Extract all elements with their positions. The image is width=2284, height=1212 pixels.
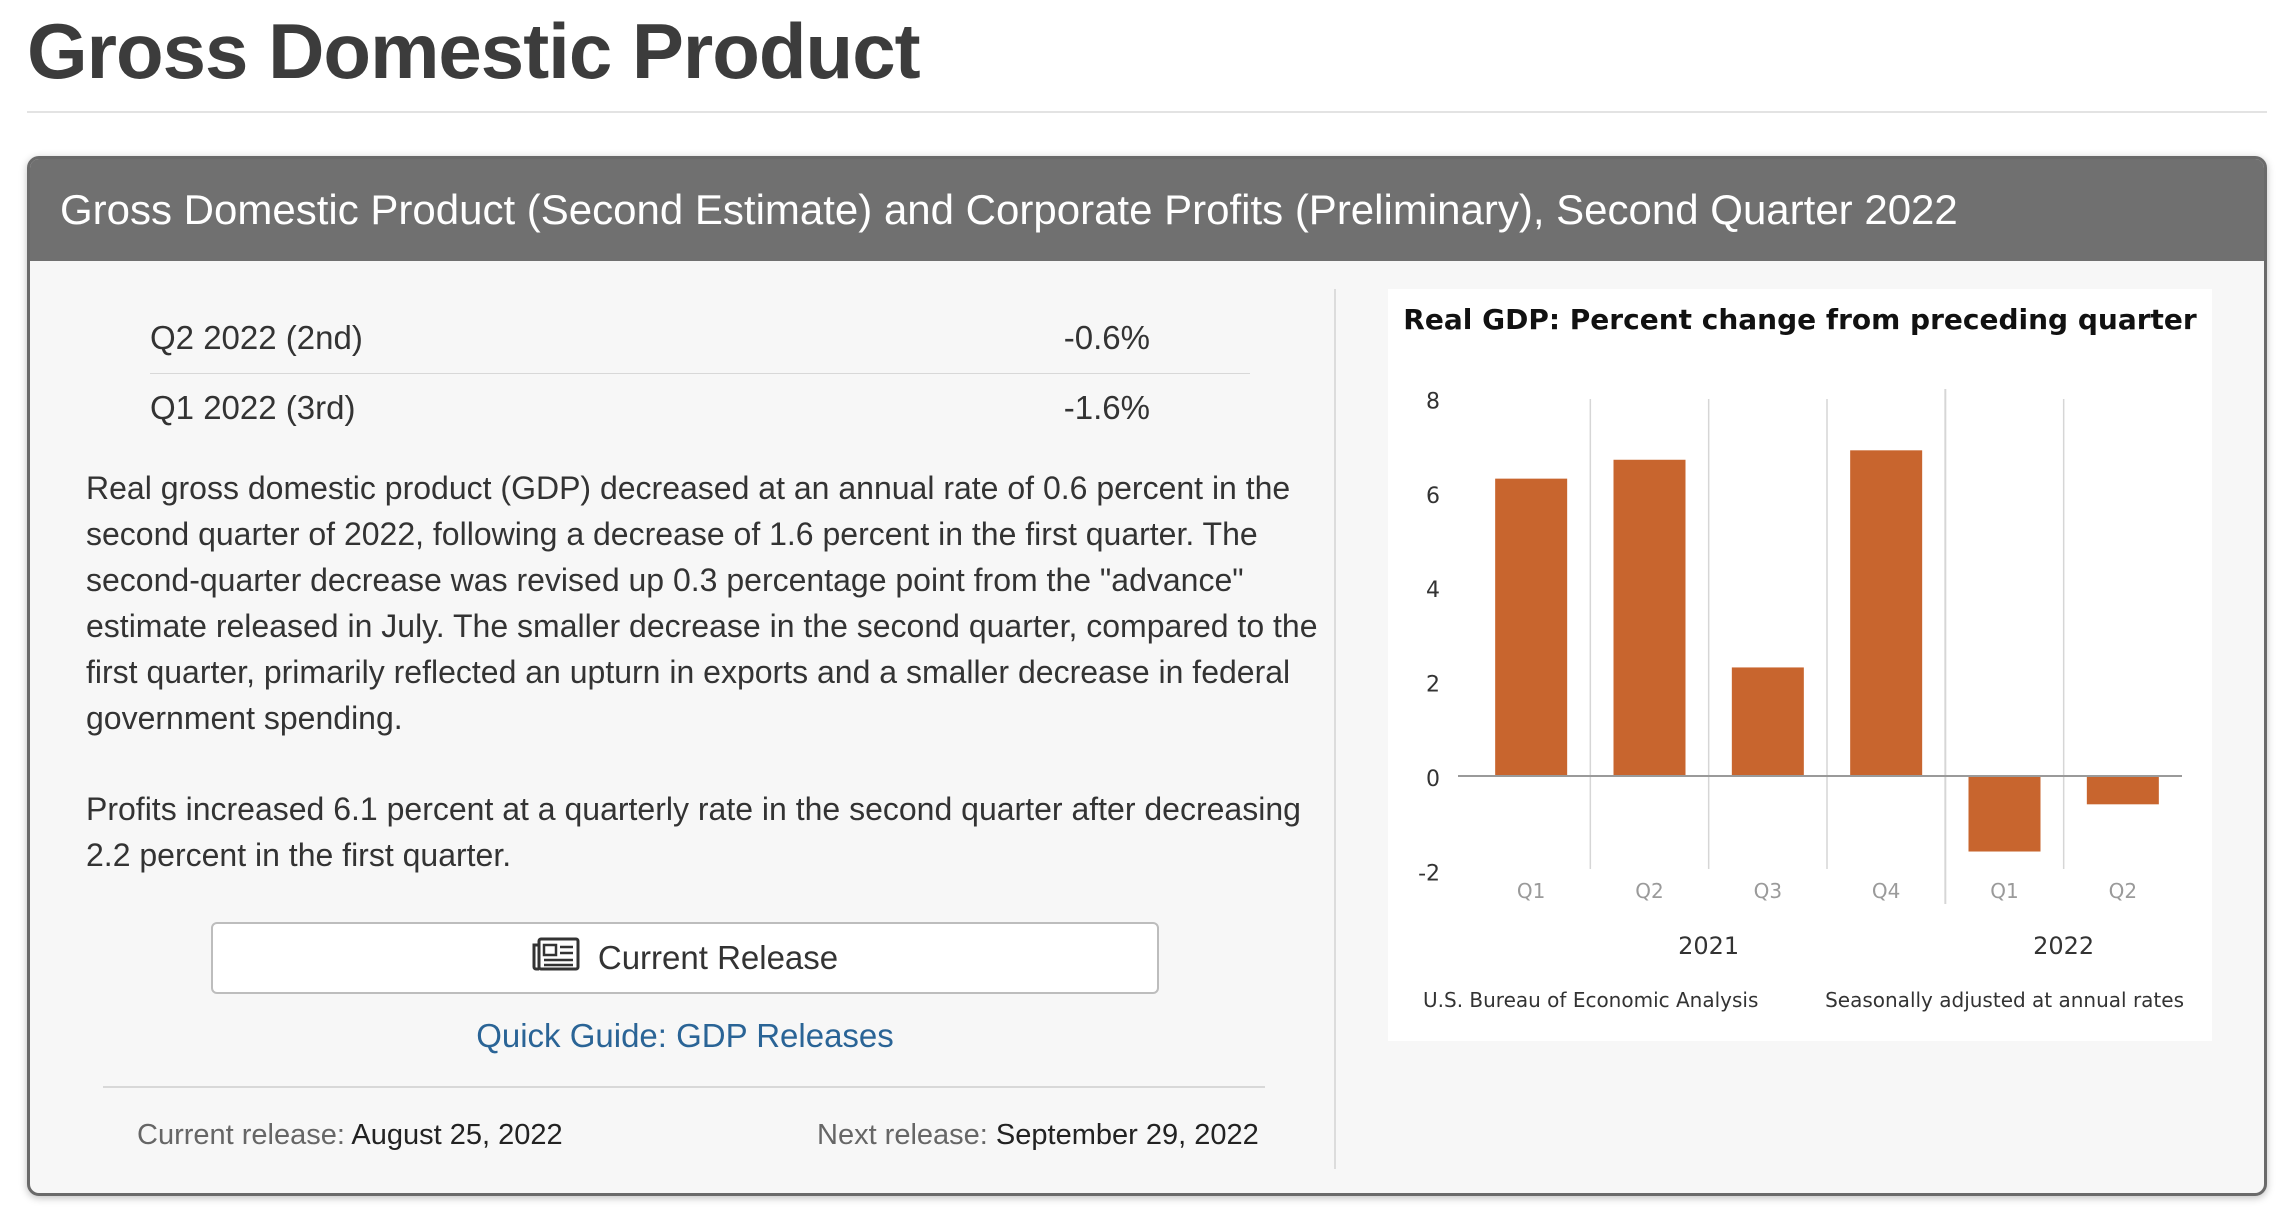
real-gdp-chart: Real GDP: Percent change from preceding … (1388, 289, 2212, 1041)
y-tick-label: 4 (1426, 578, 1440, 603)
chart-title: Real GDP: Percent change from preceding … (1403, 303, 2197, 336)
x-tick-label: Q2 (2109, 879, 2137, 903)
stat-value: -1.6% (1063, 389, 1150, 426)
bar (1495, 478, 1568, 776)
gdp-summary-text: Real gross domestic product (GDP) decrea… (86, 470, 1318, 736)
bar (1850, 450, 1923, 776)
x-tick-label: Q4 (1872, 879, 1900, 903)
y-tick-label: -2 (1418, 861, 1440, 886)
bar (2086, 776, 2159, 805)
y-tick-label: 8 (1426, 389, 1440, 414)
gdp-release-card: Gross Domestic Product (Second Estimate)… (27, 156, 2267, 1196)
group-label: 2022 (2033, 932, 2094, 960)
stat-label: Q1 2022 (3rd) (150, 389, 356, 426)
page-title: Gross Domestic Product (27, 7, 921, 95)
title-divider (27, 111, 2267, 113)
chart-source: U.S. Bureau of Economic Analysis (1423, 988, 1758, 1012)
current-release-caption: Current release: (137, 1119, 345, 1151)
profits-summary-text: Profits increased 6.1 percent at a quart… (86, 791, 1301, 873)
stat-row-q2-2022: Q2 2022 (2nd) -0.6% (150, 303, 1250, 374)
bar (1968, 776, 2041, 852)
release-divider (103, 1086, 1265, 1088)
stat-label: Q2 2022 (2nd) (150, 319, 363, 356)
chart-note: Seasonally adjusted at annual rates (1825, 988, 2184, 1012)
stat-value: -0.6% (1063, 319, 1150, 356)
next-release-caption: Next release: (817, 1119, 988, 1151)
bar (1613, 459, 1686, 776)
y-tick-label: 6 (1426, 484, 1440, 509)
bar (1731, 667, 1804, 776)
next-release-info: Next release: September 29, 2022 (817, 1119, 1259, 1152)
next-release-date: September 29, 2022 (995, 1119, 1259, 1151)
current-release-info: Current release: August 25, 2022 (137, 1119, 563, 1152)
current-release-label: Current Release (597, 939, 839, 976)
card-header: Gross Domestic Product (Second Estimate)… (30, 159, 2264, 261)
chart-svg: Real GDP: Percent change from preceding … (1403, 303, 2197, 1012)
current-release-button[interactable]: Current Release (211, 922, 1159, 994)
current-release-date: August 25, 2022 (351, 1119, 563, 1151)
column-divider (1334, 289, 1336, 1169)
x-tick-label: Q1 (1990, 879, 2018, 903)
newspaper-icon (532, 937, 580, 979)
x-tick-label: Q2 (1635, 879, 1663, 903)
x-tick-label: Q1 (1517, 879, 1545, 903)
x-tick-label: Q3 (1754, 879, 1782, 903)
group-label: 2021 (1678, 932, 1739, 960)
y-tick-label: 2 (1426, 673, 1440, 698)
quick-guide-link[interactable]: Quick Guide: GDP Releases (476, 1017, 894, 1054)
stat-row-q1-2022: Q1 2022 (3rd) -1.6% (150, 373, 1250, 443)
y-tick-label: 0 (1426, 767, 1440, 792)
